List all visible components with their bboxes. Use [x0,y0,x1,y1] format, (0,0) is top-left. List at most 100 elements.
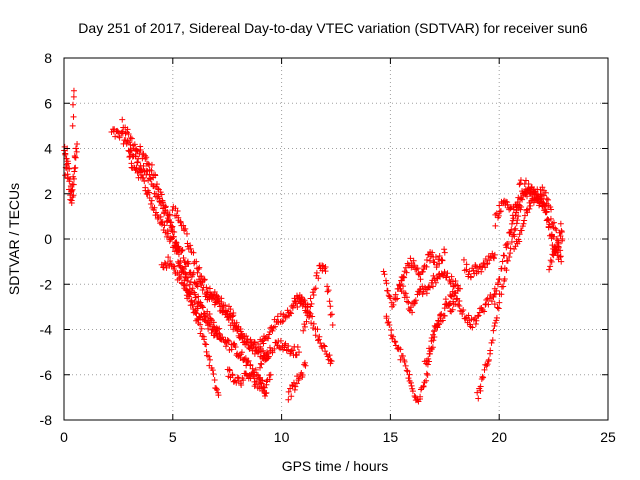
data-point [280,317,287,324]
data-point [313,269,320,276]
data-point [401,358,408,365]
data-point [322,268,329,275]
data-point [472,320,479,327]
data-point [382,277,389,284]
data-point [324,288,331,295]
data-point [299,302,306,309]
x-axis-label: GPS time / hours [282,458,389,474]
data-point [181,266,188,273]
data-point [490,327,497,334]
data-point [518,227,525,234]
data-point [515,194,522,201]
data-point [201,336,208,343]
data-point [152,172,159,179]
data-point [383,315,390,322]
data-point [175,258,182,265]
data-point [252,366,259,373]
data-point [124,126,131,133]
data-point [522,177,529,184]
data-point [227,306,234,313]
data-point [547,203,554,210]
data-point [326,352,333,359]
data-point [543,195,550,202]
data-point [394,345,401,352]
data-point [429,344,436,351]
data-point [244,358,251,365]
data-point [224,336,231,343]
data-point [138,171,145,178]
data-point [294,344,301,351]
data-point [328,311,335,318]
data-point [398,277,405,284]
data-point [557,254,564,261]
data-point [493,317,500,324]
data-point [426,350,433,357]
data-point [225,338,232,345]
data-point [189,285,196,292]
data-point [537,193,544,200]
x-tick-label: 5 [169,429,177,445]
data-point [467,274,474,281]
data-point [168,219,175,226]
data-point [449,306,456,313]
data-point [165,254,172,261]
data-point [289,382,296,389]
data-point [424,371,431,378]
data-point [133,164,140,171]
data-point [489,250,496,257]
data-point [211,377,218,384]
data-point [496,208,503,215]
data-point [158,191,165,198]
data-point [432,279,439,286]
data-point [190,249,197,256]
data-point [265,353,272,360]
data-point [258,361,265,368]
data-point [285,343,292,350]
data-point [184,295,191,302]
data-point [242,355,249,362]
data-point [490,294,497,301]
data-point [162,203,169,210]
data-point [492,290,499,297]
data-point [140,175,147,182]
data-point [262,390,269,397]
data-point [550,252,557,259]
data-point [493,287,500,294]
data-point [187,242,194,249]
y-tick-label: -6 [40,367,53,383]
data-point [294,303,301,310]
data-point [439,257,446,264]
data-point [503,267,510,274]
data-point [547,263,554,270]
data-point [486,257,493,264]
data-point [526,205,533,212]
data-point [542,189,549,196]
data-point [448,273,455,280]
data-point [206,320,213,327]
data-point [452,301,459,308]
data-point [159,199,166,206]
data-point [557,253,564,260]
data-point [292,300,299,307]
data-point [72,145,79,152]
data-point [257,360,264,367]
data-point [507,245,514,252]
data-point [260,340,267,347]
data-point [137,146,144,153]
data-point [233,319,240,326]
data-point [499,258,506,265]
x-tick-label: 0 [60,429,68,445]
data-point [390,301,397,308]
data-point [267,371,274,378]
data-point [174,247,181,254]
data-point [383,280,390,287]
data-point [315,275,322,282]
data-point [169,207,176,214]
data-point [184,277,191,284]
data-point [72,154,79,161]
data-point [168,235,175,242]
data-point [206,285,213,292]
data-point [309,313,316,320]
data-point [291,386,298,393]
